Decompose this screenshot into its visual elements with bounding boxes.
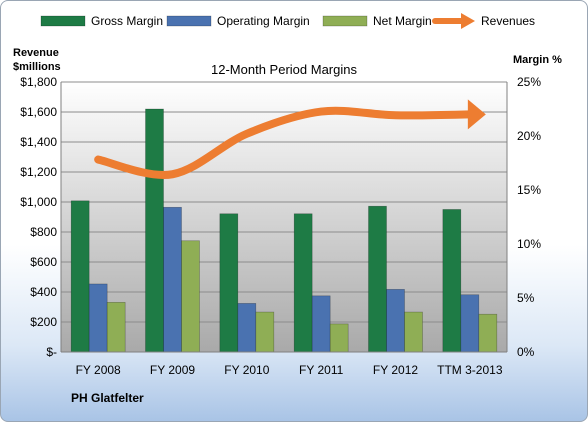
y-left-tick-label: $200 [30, 315, 57, 329]
company-name: PH Glatfelter [71, 391, 144, 405]
bar-operating-margin [311, 295, 331, 353]
x-tick-label: FY 2009 [150, 363, 195, 377]
y-right-tick-label: 0% [517, 345, 535, 359]
legend-label: Gross Margin [91, 14, 163, 28]
bar-gross-margin [145, 108, 164, 353]
y-left-tick-label: $1,400 [20, 135, 57, 149]
y-right-label: Margin % [513, 54, 562, 66]
bar-gross-margin [368, 205, 387, 353]
legend-label: Revenues [481, 14, 535, 28]
bar-operating-margin [386, 289, 405, 353]
bar-operating-margin [88, 283, 108, 353]
y-right-tick-label: 20% [517, 129, 541, 143]
legend-swatch [322, 15, 368, 27]
x-tick-label: FY 2011 [299, 363, 344, 377]
revenue-arrowhead [467, 99, 486, 130]
y-right-tick-label: 25% [517, 75, 541, 89]
y-left-tick-label: $- [46, 345, 57, 359]
x-tick-label: FY 2008 [76, 363, 121, 377]
y-right-tick-label: 15% [517, 183, 541, 197]
legend-swatch [166, 15, 212, 27]
legend: Gross Margin Operating Margin Net Margin Re… [40, 13, 535, 29]
bar-net-margin [478, 313, 498, 353]
bar-gross-margin [70, 200, 90, 353]
y-left-tick-label: $600 [30, 255, 57, 269]
plot-area [61, 82, 507, 352]
x-tick-label: FY 2012 [373, 363, 418, 377]
y-right-tick-label: 5% [517, 291, 535, 305]
y-left-tick-label: $1,800 [20, 75, 57, 89]
revenue-line-path [94, 106, 474, 179]
bar-operating-margin [163, 206, 182, 353]
bar-operating-margin [237, 303, 257, 353]
y-left-tick-label: $1,000 [20, 195, 57, 209]
y-left-tick-label: $1,600 [20, 105, 57, 119]
bar-net-margin [181, 240, 200, 353]
revenue-line [94, 99, 486, 179]
legend-label: Net Margin [373, 14, 432, 28]
legend-label: Operating Margin [217, 14, 310, 28]
bars [70, 108, 498, 353]
axes: $- $200 $400 $600 $800 $1,000 $1,200 $1,400 $1,6… [20, 75, 541, 377]
bar-gross-margin [219, 213, 239, 353]
y-left-tick-label: $800 [30, 225, 57, 239]
bar-operating-margin [460, 294, 480, 353]
x-tick-label: TTM 3-2013 [437, 363, 503, 377]
bar-net-margin [106, 302, 126, 353]
gridlines [61, 81, 507, 353]
bar-gross-margin [442, 209, 462, 353]
x-tick-label: FY 2010 [224, 363, 269, 377]
bar-gross-margin [293, 213, 313, 353]
legend-swatch [40, 15, 86, 27]
bar-net-margin [255, 311, 275, 353]
y-left-tick-label: $1,200 [20, 165, 57, 179]
y-left-label-line2: $millions [13, 61, 61, 73]
legend-arrowhead [461, 13, 475, 29]
bar-net-margin [404, 311, 423, 353]
y-left-label-line1: Revenue [13, 47, 59, 59]
y-right-tick-label: 10% [517, 237, 541, 251]
chart-title: 12-Month Period Margins [211, 62, 357, 77]
bar-net-margin [329, 323, 349, 353]
y-left-tick-label: $400 [30, 285, 57, 299]
